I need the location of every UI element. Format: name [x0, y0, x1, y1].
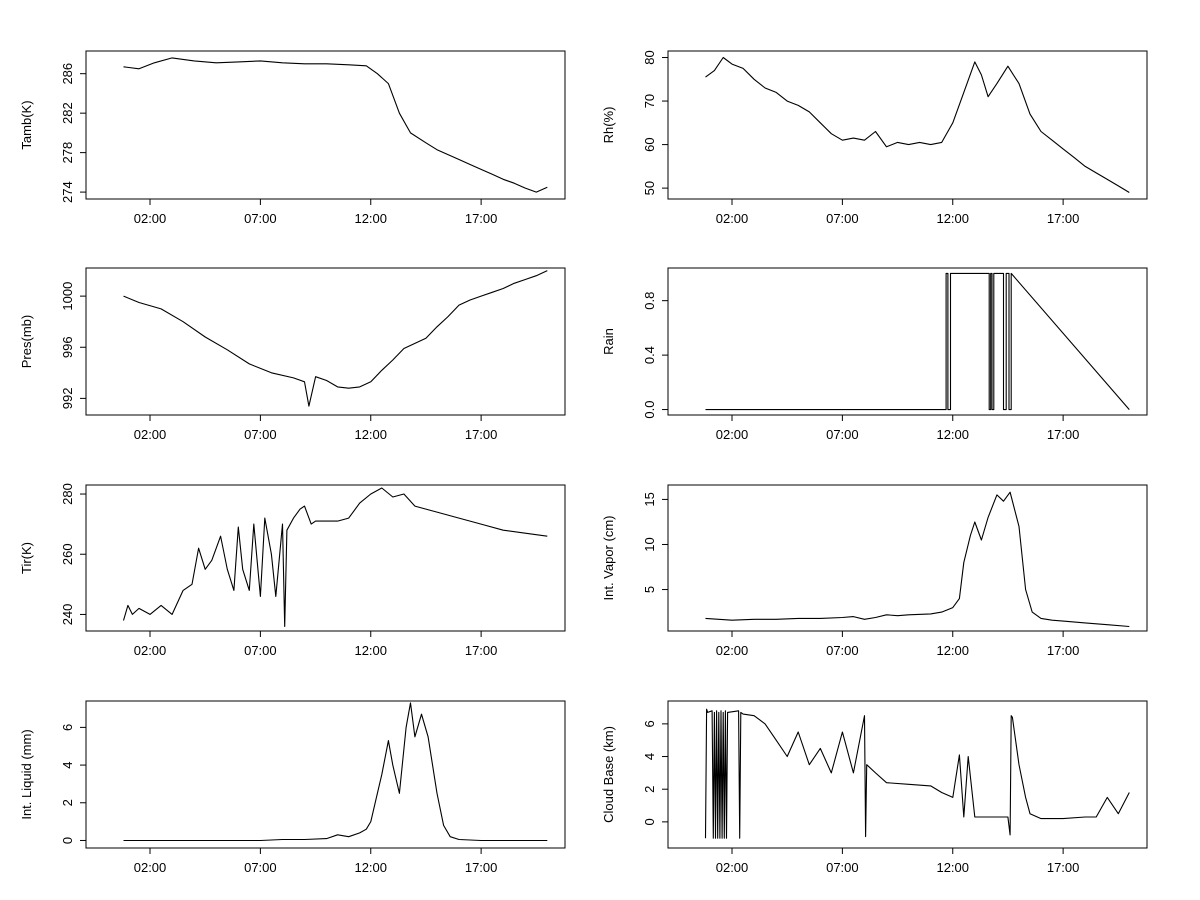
y-tick-label: 0.8	[642, 292, 657, 310]
y-tick-label: 282	[60, 102, 75, 124]
x-tick-label: 02:00	[134, 643, 167, 658]
y-tick-label: 280	[60, 483, 75, 505]
series-line	[123, 57, 548, 193]
y-tick-label: 4	[60, 761, 75, 768]
plot-frame	[667, 267, 1148, 416]
x-tick-label: 07:00	[826, 211, 859, 226]
y-tick-label: 2	[60, 799, 75, 806]
y-tick-label: 0.0	[642, 401, 657, 419]
y-tick-label: 992	[60, 388, 75, 410]
panel-7: 02:00 07:00 12:00 17:00 0 2 4 6 Int. Liquid (mm)	[19, 700, 566, 875]
plot-frame	[85, 267, 566, 416]
x-tick-label: 12:00	[936, 427, 969, 442]
panel-4: 02:00 07:00 12:00 17:00 0.0 0.4 0.8 Rain	[601, 267, 1148, 442]
y-tick-label: 0	[60, 837, 75, 844]
x-tick-label: 02:00	[134, 427, 167, 442]
panel-2: 02:00 07:00 12:00 17:00 50 60 70 80 Rh(%)	[601, 50, 1148, 226]
x-tick-label: 17:00	[1047, 211, 1080, 226]
y-axis-title: Rh(%)	[601, 107, 616, 144]
series-line	[705, 491, 1130, 628]
x-tick-label: 17:00	[465, 860, 498, 875]
plot-frame	[667, 50, 1148, 200]
x-tick-label: 07:00	[826, 860, 859, 875]
y-tick-label: 10	[642, 537, 657, 551]
y-tick-label: 0	[642, 818, 657, 825]
x-tick-label: 17:00	[1047, 860, 1080, 875]
y-tick-label: 274	[60, 181, 75, 203]
x-tick-label: 12:00	[354, 211, 387, 226]
x-tick-label: 07:00	[244, 860, 277, 875]
x-tick-label: 12:00	[354, 860, 387, 875]
plot-frame	[85, 50, 566, 200]
x-tick-label: 17:00	[465, 211, 498, 226]
y-axis-title: Tir(K)	[19, 542, 34, 574]
y-tick-label: 15	[642, 492, 657, 506]
x-tick-label: 02:00	[716, 211, 749, 226]
series-line	[122, 487, 548, 628]
x-tick-label: 12:00	[936, 860, 969, 875]
y-tick-label: 240	[60, 604, 75, 626]
y-tick-label: 6	[642, 720, 657, 727]
y-tick-label: 4	[642, 753, 657, 760]
x-tick-label: 02:00	[716, 643, 749, 658]
y-axis-title: Pres(mb)	[19, 315, 34, 368]
x-tick-label: 12:00	[354, 427, 387, 442]
y-tick-label: 80	[642, 50, 657, 64]
plot-frame	[667, 484, 1148, 632]
x-tick-label: 02:00	[716, 427, 749, 442]
x-tick-label: 17:00	[1047, 643, 1080, 658]
x-tick-label: 07:00	[826, 643, 859, 658]
x-tick-label: 17:00	[465, 427, 498, 442]
plot-frame	[667, 700, 1148, 849]
x-tick-label: 07:00	[826, 427, 859, 442]
y-tick-label: 278	[60, 142, 75, 164]
plot-frame	[85, 700, 566, 849]
y-tick-label: 286	[60, 63, 75, 85]
panel-6: 02:00 07:00 12:00 17:00 5 10 15 Int. Vapor (cm)	[601, 484, 1148, 658]
y-tick-label: 1000	[60, 282, 75, 311]
x-tick-label: 02:00	[134, 860, 167, 875]
y-tick-label: 0.4	[642, 346, 657, 364]
series-line	[123, 702, 548, 842]
panel-3: 02:00 07:00 12:00 17:00 992 996 1000 Pres(mb)	[19, 267, 566, 442]
y-axis-title: Int. Liquid (mm)	[19, 729, 34, 819]
series-line	[705, 272, 1130, 411]
y-tick-label: 2	[642, 786, 657, 793]
series-line	[123, 270, 548, 407]
y-axis-title: Rain	[601, 328, 616, 355]
x-tick-label: 12:00	[936, 643, 969, 658]
panel-5: 02:00 07:00 12:00 17:00 240 260 280 Tir(K)	[19, 483, 566, 658]
x-tick-label: 02:00	[134, 211, 167, 226]
x-tick-label: 12:00	[936, 211, 969, 226]
x-tick-label: 17:00	[1047, 427, 1080, 442]
plot-frame	[85, 484, 566, 632]
y-tick-label: 6	[60, 724, 75, 731]
y-tick-label: 5	[642, 586, 657, 593]
y-axis-title: Cloud Base (km)	[601, 726, 616, 823]
y-tick-label: 996	[60, 336, 75, 358]
x-tick-label: 07:00	[244, 643, 277, 658]
panel-8: 02:00 07:00 12:00 17:00 0 2 4 6 Cloud Base (km)	[601, 700, 1148, 875]
x-tick-label: 12:00	[354, 643, 387, 658]
panel-1: 02:00 07:00 12:00 17:00 274 278 282 286 Tamb(K)	[19, 50, 566, 226]
x-tick-label: 17:00	[465, 643, 498, 658]
y-tick-label: 50	[642, 181, 657, 195]
series-line	[704, 708, 1130, 839]
x-tick-label: 07:00	[244, 211, 277, 226]
series-line	[705, 56, 1130, 193]
y-axis-title: Int. Vapor (cm)	[601, 515, 616, 600]
x-tick-label: 02:00	[716, 860, 749, 875]
x-tick-label: 07:00	[244, 427, 277, 442]
y-axis-title: Tamb(K)	[19, 100, 34, 149]
y-tick-label: 60	[642, 137, 657, 151]
y-tick-label: 260	[60, 543, 75, 565]
y-tick-label: 70	[642, 94, 657, 108]
